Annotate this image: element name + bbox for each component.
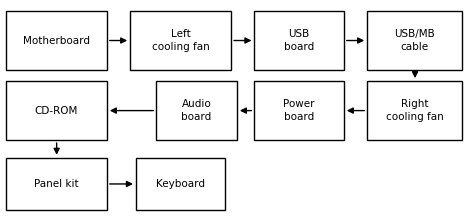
- Bar: [136, 158, 226, 210]
- Text: Audio
board: Audio board: [182, 99, 212, 122]
- Text: Left
cooling fan: Left cooling fan: [152, 29, 210, 52]
- Text: USB/MB
cable: USB/MB cable: [394, 29, 435, 52]
- Bar: [6, 11, 107, 70]
- Bar: [367, 11, 463, 70]
- Text: USB
board: USB board: [284, 29, 314, 52]
- Bar: [156, 81, 237, 140]
- Text: Right
cooling fan: Right cooling fan: [386, 99, 444, 122]
- Bar: [6, 158, 107, 210]
- Text: CD-ROM: CD-ROM: [35, 106, 78, 116]
- Bar: [130, 11, 231, 70]
- Text: Panel kit: Panel kit: [34, 179, 79, 189]
- Bar: [255, 81, 344, 140]
- Text: Power
board: Power board: [283, 99, 315, 122]
- Bar: [255, 11, 344, 70]
- Bar: [6, 81, 107, 140]
- Text: Keyboard: Keyboard: [156, 179, 205, 189]
- Text: Motherboard: Motherboard: [23, 35, 90, 46]
- Bar: [367, 81, 463, 140]
